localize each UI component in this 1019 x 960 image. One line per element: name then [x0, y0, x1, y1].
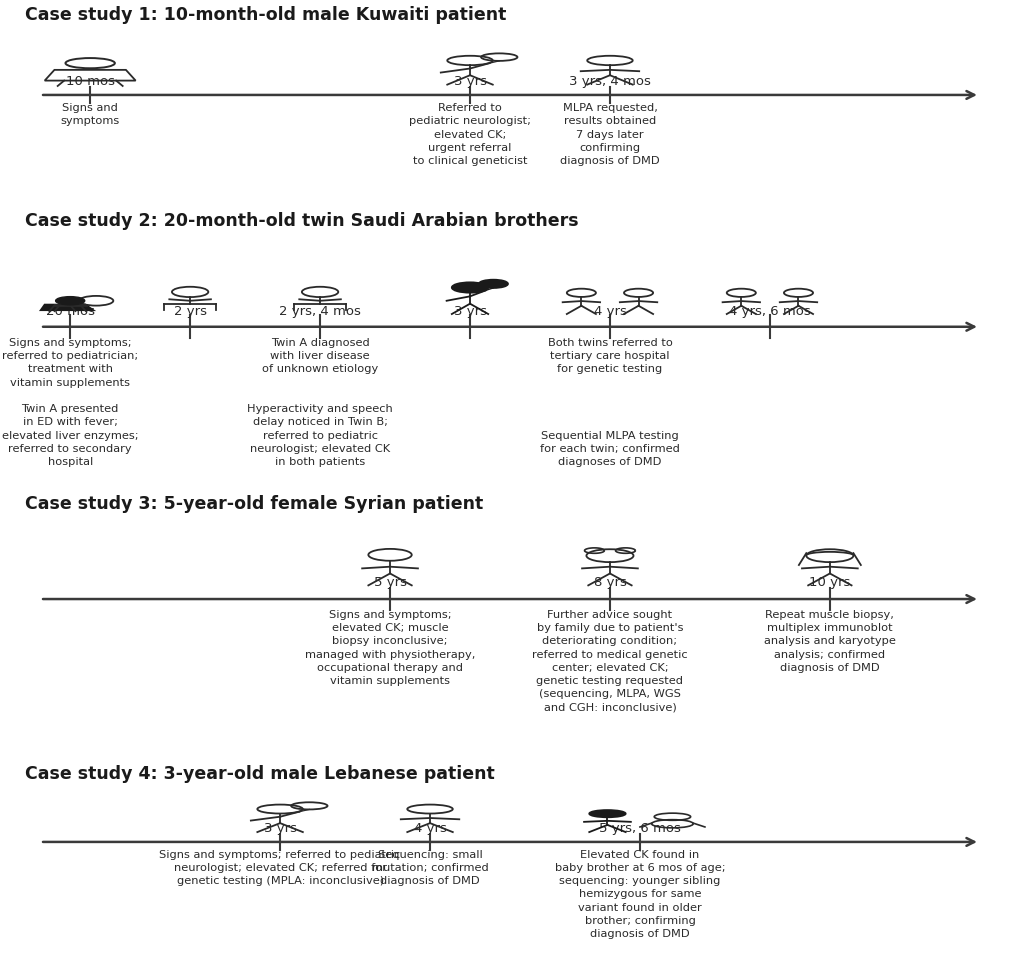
Text: Twin A presented
in ED with fever;
elevated liver enzymes;
referred to secondary: Twin A presented in ED with fever; eleva…: [2, 404, 139, 467]
Text: 4 yrs: 4 yrs: [593, 305, 626, 319]
Text: 5 yrs, 6 mos: 5 yrs, 6 mos: [598, 822, 681, 835]
Text: Sequential MLPA testing
for each twin; confirmed
diagnoses of DMD: Sequential MLPA testing for each twin; c…: [539, 430, 680, 467]
Text: Signs and
symptoms: Signs and symptoms: [60, 104, 119, 127]
Circle shape: [451, 282, 488, 293]
Text: Signs and symptoms;
elevated CK; muscle
biopsy inconclusive;
managed with physio: Signs and symptoms; elevated CK; muscle …: [305, 610, 475, 686]
Text: 10 yrs: 10 yrs: [808, 576, 850, 589]
Text: 2 yrs: 2 yrs: [173, 305, 207, 319]
Text: 4 yrs: 4 yrs: [413, 822, 446, 835]
Text: 5 yrs: 5 yrs: [373, 576, 407, 589]
Text: Case study 4: 3-year-old male Lebanese patient: Case study 4: 3-year-old male Lebanese p…: [25, 765, 494, 783]
Polygon shape: [39, 303, 96, 311]
Text: Case study 2: 20-month-old twin Saudi Arabian brothers: Case study 2: 20-month-old twin Saudi Ar…: [25, 212, 578, 230]
Text: 8 yrs: 8 yrs: [593, 576, 626, 589]
Text: 20 mos: 20 mos: [46, 305, 95, 319]
Text: Further advice sought
by family due to patient's
deteriorating condition;
referr: Further advice sought by family due to p…: [532, 610, 687, 712]
Circle shape: [56, 297, 85, 305]
Text: 2 yrs, 4 mos: 2 yrs, 4 mos: [279, 305, 361, 319]
Text: Sequencing: small
mutation; confirmed
diagnosis of DMD: Sequencing: small mutation; confirmed di…: [371, 850, 488, 886]
Text: 3 yrs: 3 yrs: [263, 822, 297, 835]
Text: 3 yrs: 3 yrs: [453, 75, 486, 87]
Text: MLPA requested,
results obtained
7 days later
confirming
diagnosis of DMD: MLPA requested, results obtained 7 days …: [559, 104, 659, 166]
Text: Hyperactivity and speech
delay noticed in Twin B;
referred to pediatric
neurolog: Hyperactivity and speech delay noticed i…: [247, 404, 392, 467]
Text: Referred to
pediatric neurologist;
elevated CK;
urgent referral
to clinical gene: Referred to pediatric neurologist; eleva…: [409, 104, 531, 166]
Text: Repeat muscle biopsy,
multiplex immunoblot
analysis and karyotype
analysis; conf: Repeat muscle biopsy, multiplex immunobl…: [763, 610, 895, 673]
Text: Signs and symptoms; referred to pediatric
neurologist; elevated CK; referred for: Signs and symptoms; referred to pediatri…: [159, 850, 400, 886]
Text: Both twins referred to
tertiary care hospital
for genetic testing: Both twins referred to tertiary care hos…: [547, 338, 672, 374]
Text: Case study 3: 5-year-old female Syrian patient: Case study 3: 5-year-old female Syrian p…: [25, 495, 483, 513]
Circle shape: [478, 279, 507, 288]
Text: Elevated CK found in
baby brother at 6 mos of age;
sequencing: younger sibling
h: Elevated CK found in baby brother at 6 m…: [554, 850, 725, 939]
Text: 10 mos: 10 mos: [65, 75, 114, 87]
Text: 4 yrs, 6 mos: 4 yrs, 6 mos: [729, 305, 810, 319]
Text: 3 yrs, 4 mos: 3 yrs, 4 mos: [569, 75, 650, 87]
Text: Twin A diagnosed
with liver disease
of unknown etiology: Twin A diagnosed with liver disease of u…: [262, 338, 378, 374]
Text: 3 yrs: 3 yrs: [453, 305, 486, 319]
Circle shape: [589, 810, 625, 817]
Text: Signs and symptoms;
referred to pediatrician;
treatment with
vitamin supplements: Signs and symptoms; referred to pediatri…: [2, 338, 139, 388]
Text: Case study 1: 10-month-old male Kuwaiti patient: Case study 1: 10-month-old male Kuwaiti …: [25, 6, 506, 24]
